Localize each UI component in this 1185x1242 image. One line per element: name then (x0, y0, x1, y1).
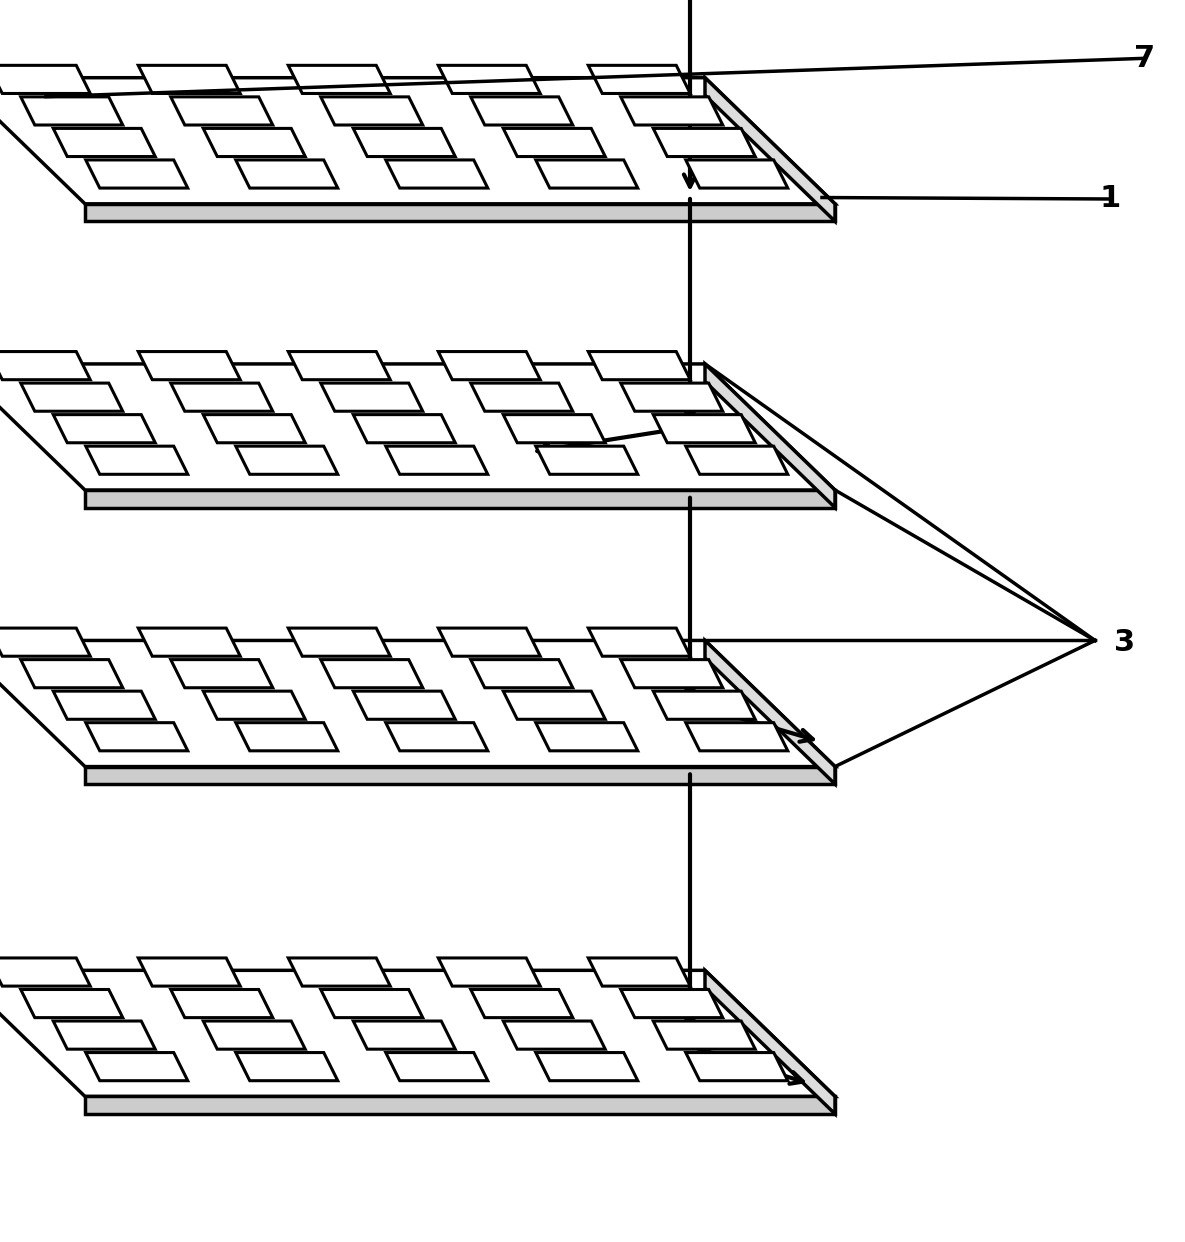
Polygon shape (171, 97, 273, 125)
Polygon shape (438, 958, 540, 986)
Polygon shape (85, 1097, 835, 1114)
Polygon shape (353, 128, 455, 156)
Polygon shape (0, 351, 90, 380)
Polygon shape (321, 660, 423, 688)
Polygon shape (171, 990, 273, 1017)
Polygon shape (85, 1052, 187, 1081)
Polygon shape (21, 97, 123, 125)
Polygon shape (21, 990, 123, 1017)
Polygon shape (686, 1052, 788, 1081)
Polygon shape (588, 351, 690, 380)
Polygon shape (386, 160, 488, 188)
Polygon shape (321, 97, 423, 125)
Polygon shape (504, 1021, 606, 1049)
Polygon shape (686, 723, 788, 751)
Polygon shape (353, 691, 455, 719)
Polygon shape (621, 660, 723, 688)
Polygon shape (236, 1052, 338, 1081)
Polygon shape (588, 66, 690, 93)
Polygon shape (686, 160, 788, 188)
Polygon shape (0, 628, 90, 656)
Polygon shape (536, 723, 638, 751)
Polygon shape (204, 415, 306, 442)
Polygon shape (536, 160, 638, 188)
Polygon shape (386, 446, 488, 474)
Polygon shape (288, 958, 390, 986)
Polygon shape (438, 628, 540, 656)
Polygon shape (321, 990, 423, 1017)
Polygon shape (536, 446, 638, 474)
Polygon shape (504, 415, 606, 442)
Polygon shape (85, 204, 835, 221)
Text: 3: 3 (1114, 628, 1135, 657)
Polygon shape (438, 351, 540, 380)
Polygon shape (0, 641, 835, 766)
Polygon shape (236, 160, 338, 188)
Polygon shape (85, 160, 187, 188)
Polygon shape (621, 383, 723, 411)
Polygon shape (353, 415, 455, 442)
Polygon shape (686, 446, 788, 474)
Polygon shape (236, 446, 338, 474)
Polygon shape (21, 383, 123, 411)
Polygon shape (85, 446, 187, 474)
Polygon shape (536, 1052, 638, 1081)
Polygon shape (621, 97, 723, 125)
Polygon shape (653, 415, 755, 442)
Polygon shape (653, 691, 755, 719)
Polygon shape (85, 491, 835, 508)
Polygon shape (53, 691, 155, 719)
Polygon shape (588, 628, 690, 656)
Polygon shape (288, 351, 390, 380)
Polygon shape (0, 970, 835, 1097)
Polygon shape (171, 660, 273, 688)
Polygon shape (705, 641, 835, 784)
Polygon shape (53, 128, 155, 156)
Polygon shape (470, 383, 572, 411)
Polygon shape (204, 1021, 306, 1049)
Polygon shape (236, 723, 338, 751)
Polygon shape (353, 1021, 455, 1049)
Polygon shape (470, 660, 572, 688)
Polygon shape (0, 958, 90, 986)
Polygon shape (139, 958, 241, 986)
Polygon shape (386, 723, 488, 751)
Polygon shape (139, 66, 241, 93)
Polygon shape (204, 128, 306, 156)
Polygon shape (705, 78, 835, 221)
Polygon shape (0, 66, 90, 93)
Polygon shape (53, 415, 155, 442)
Text: 7: 7 (1134, 43, 1155, 73)
Polygon shape (288, 628, 390, 656)
Polygon shape (21, 660, 123, 688)
Polygon shape (321, 383, 423, 411)
Polygon shape (171, 383, 273, 411)
Polygon shape (621, 990, 723, 1017)
Polygon shape (53, 1021, 155, 1049)
Polygon shape (0, 364, 835, 491)
Polygon shape (588, 958, 690, 986)
Polygon shape (653, 1021, 755, 1049)
Polygon shape (85, 766, 835, 784)
Polygon shape (504, 128, 606, 156)
Polygon shape (470, 990, 572, 1017)
Polygon shape (653, 128, 755, 156)
Polygon shape (204, 691, 306, 719)
Polygon shape (0, 78, 835, 204)
Polygon shape (504, 691, 606, 719)
Text: 1: 1 (1100, 185, 1121, 214)
Polygon shape (139, 351, 241, 380)
Polygon shape (705, 970, 835, 1114)
Polygon shape (438, 66, 540, 93)
Polygon shape (705, 364, 835, 508)
Polygon shape (470, 97, 572, 125)
Polygon shape (139, 628, 241, 656)
Polygon shape (386, 1052, 488, 1081)
Polygon shape (85, 723, 187, 751)
Polygon shape (288, 66, 390, 93)
